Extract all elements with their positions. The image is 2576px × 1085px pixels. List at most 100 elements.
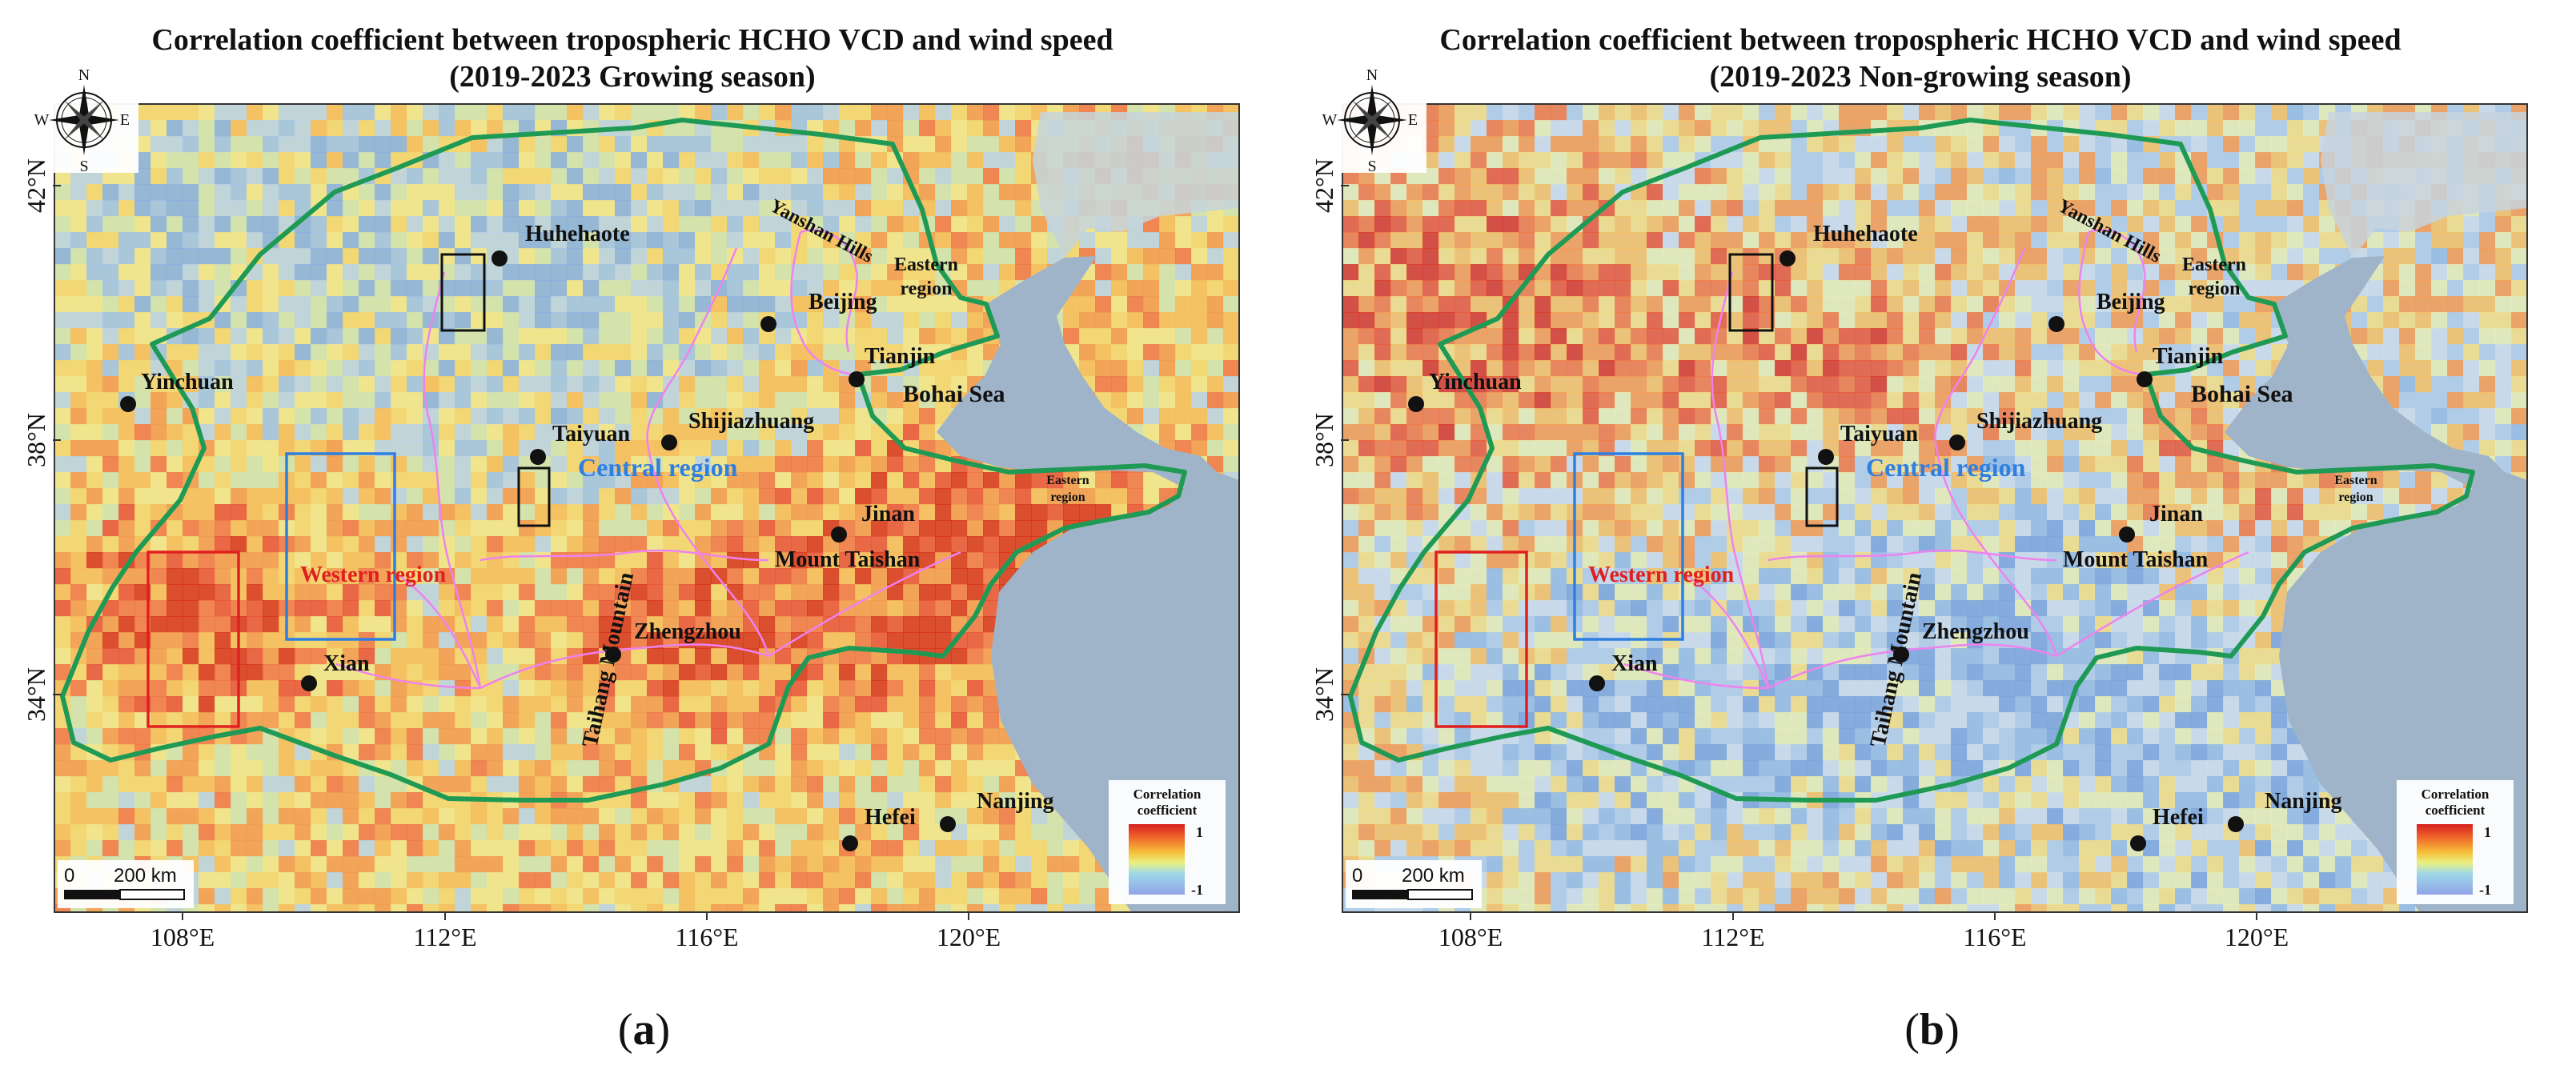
city-label: Taiyuan: [552, 422, 630, 446]
city-label: Zhengzhou: [634, 619, 741, 644]
longitude-label: 120°E: [2225, 923, 2289, 951]
compass-label-e: E: [1408, 111, 1418, 129]
map-panel-a: Correlation coefficient between troposph…: [22, 23, 1240, 1055]
province-line: [423, 271, 482, 689]
city-marker: [940, 816, 956, 832]
city-label: Beijing: [809, 290, 877, 314]
province-line: [800, 229, 858, 353]
city-marker: [2048, 316, 2064, 332]
city-label: Mount Taishan: [775, 547, 921, 572]
city-label: Nanjing: [977, 789, 1053, 814]
panel-caption: (b): [1904, 1005, 1960, 1055]
city-marker: [530, 449, 546, 465]
city-label: Jinan: [861, 502, 915, 526]
panel-title-line2: (2019-2023 Non-growing season): [1709, 60, 2132, 94]
map-frame: [1342, 103, 2528, 913]
bohai-sea-label: Bohai Sea: [903, 381, 1005, 407]
latitude-label: 42°N: [1310, 158, 1338, 213]
panel-title-line2: (2019-2023 Growing season): [449, 60, 816, 94]
province-line: [1934, 247, 2026, 449]
latitude-label: 42°N: [22, 158, 50, 213]
city-marker: [2228, 816, 2244, 832]
legend-min-label: -1: [2479, 882, 2491, 898]
bohai-sea-area: [2225, 256, 2527, 912]
city-label: Tianjin: [865, 344, 936, 369]
eastern-region-label: region: [901, 278, 953, 299]
longitude-label: 112°E: [1701, 923, 1764, 951]
city-label: Jinan: [2149, 502, 2203, 526]
eastern-region-label: Eastern: [2334, 474, 2377, 487]
longitude-label: 112°E: [413, 923, 476, 951]
panel-caption-letter: a: [632, 1005, 656, 1055]
scale-distance-label: 200 km: [114, 865, 177, 887]
map-frame: [54, 103, 1240, 913]
compass-label-s: S: [79, 158, 88, 175]
city-marker: [1408, 396, 1424, 412]
city-marker: [605, 647, 621, 663]
city-label: Hefei: [2153, 805, 2204, 830]
province-line: [479, 643, 769, 690]
eastern-region-box-2: [517, 466, 551, 527]
scale-bar: 0 200 km: [58, 860, 194, 908]
bohai-sea-label: Bohai Sea: [2191, 381, 2293, 407]
city-label: Zhengzhou: [1922, 619, 2029, 644]
province-line: [2088, 229, 2146, 353]
province-line: [335, 663, 481, 690]
northeast-land: [2321, 112, 2527, 258]
province-line: [1935, 447, 2058, 657]
correlation-map: N S E W 42°N 38°N 34°N 108°E 112°E 116°E 120°E Huhe…: [1310, 62, 2528, 951]
panel-title-line1: Correlation coefficient between troposph…: [1439, 23, 2401, 57]
panel-title-line1: Correlation coefficient between troposph…: [151, 23, 1113, 57]
city-label: Yinchuan: [1429, 370, 1522, 394]
study-area-boundary: [1348, 118, 2475, 803]
city-marker: [1893, 647, 1909, 663]
city-label: Nanjing: [2265, 789, 2341, 814]
city-label: Xian: [323, 651, 370, 676]
city-label: Huhehaote: [1813, 222, 1918, 246]
city-label: Tianjin: [2153, 344, 2224, 369]
city-marker: [120, 396, 136, 412]
eastern-region-label: region: [1050, 490, 1085, 504]
compass-label-w: W: [34, 111, 50, 129]
scale-bar: 0 200 km: [1346, 860, 1482, 908]
legend-color-bar: [2417, 824, 2473, 895]
eastern-region-box-2: [1805, 466, 1839, 527]
province-line: [1711, 271, 1770, 689]
city-label: Yinchuan: [141, 370, 234, 394]
central-region-label: Central region: [1866, 453, 2026, 482]
city-marker: [661, 434, 677, 450]
province-line: [790, 231, 859, 376]
city-marker: [492, 250, 508, 266]
legend-title: Correlation: [2422, 787, 2490, 802]
province-line: [647, 447, 770, 657]
city-marker: [301, 675, 317, 691]
city-label: Shijiazhuang: [688, 409, 814, 434]
legend-min-label: -1: [1191, 882, 1203, 898]
city-label: Xian: [1611, 651, 1658, 676]
study-area-boundary: [60, 118, 1187, 803]
correlation-map: N S E W 42°N 38°N 34°N 108°E 112°E 116°E 120°E Huhe…: [22, 62, 1240, 951]
province-line: [1623, 663, 1769, 690]
western-region-box: [1434, 551, 1528, 728]
longitude-label: 120°E: [937, 923, 1001, 951]
compass-rose-icon: N S E W: [30, 62, 138, 175]
province-line: [1767, 549, 2057, 562]
city-marker: [1589, 675, 1605, 691]
city-marker: [831, 526, 847, 542]
city-label: Hefei: [865, 805, 916, 830]
city-marker: [2130, 835, 2146, 851]
city-label: Taiyuan: [1840, 422, 1918, 446]
compass-label-n: N: [78, 66, 90, 84]
compass-label-e: E: [120, 111, 130, 129]
city-marker: [1818, 449, 1834, 465]
latitude-label: 38°N: [1310, 413, 1338, 467]
eastern-region-box-1: [440, 253, 486, 332]
latitude-label: 34°N: [22, 667, 50, 722]
compass-rose-icon: N S E W: [1318, 62, 1426, 175]
scale-zero-label: 0: [1352, 865, 1362, 887]
city-label: Shijiazhuang: [1976, 409, 2102, 434]
compass-label-n: N: [1366, 66, 1378, 84]
city-marker: [2119, 526, 2135, 542]
western-region-box: [146, 551, 240, 728]
